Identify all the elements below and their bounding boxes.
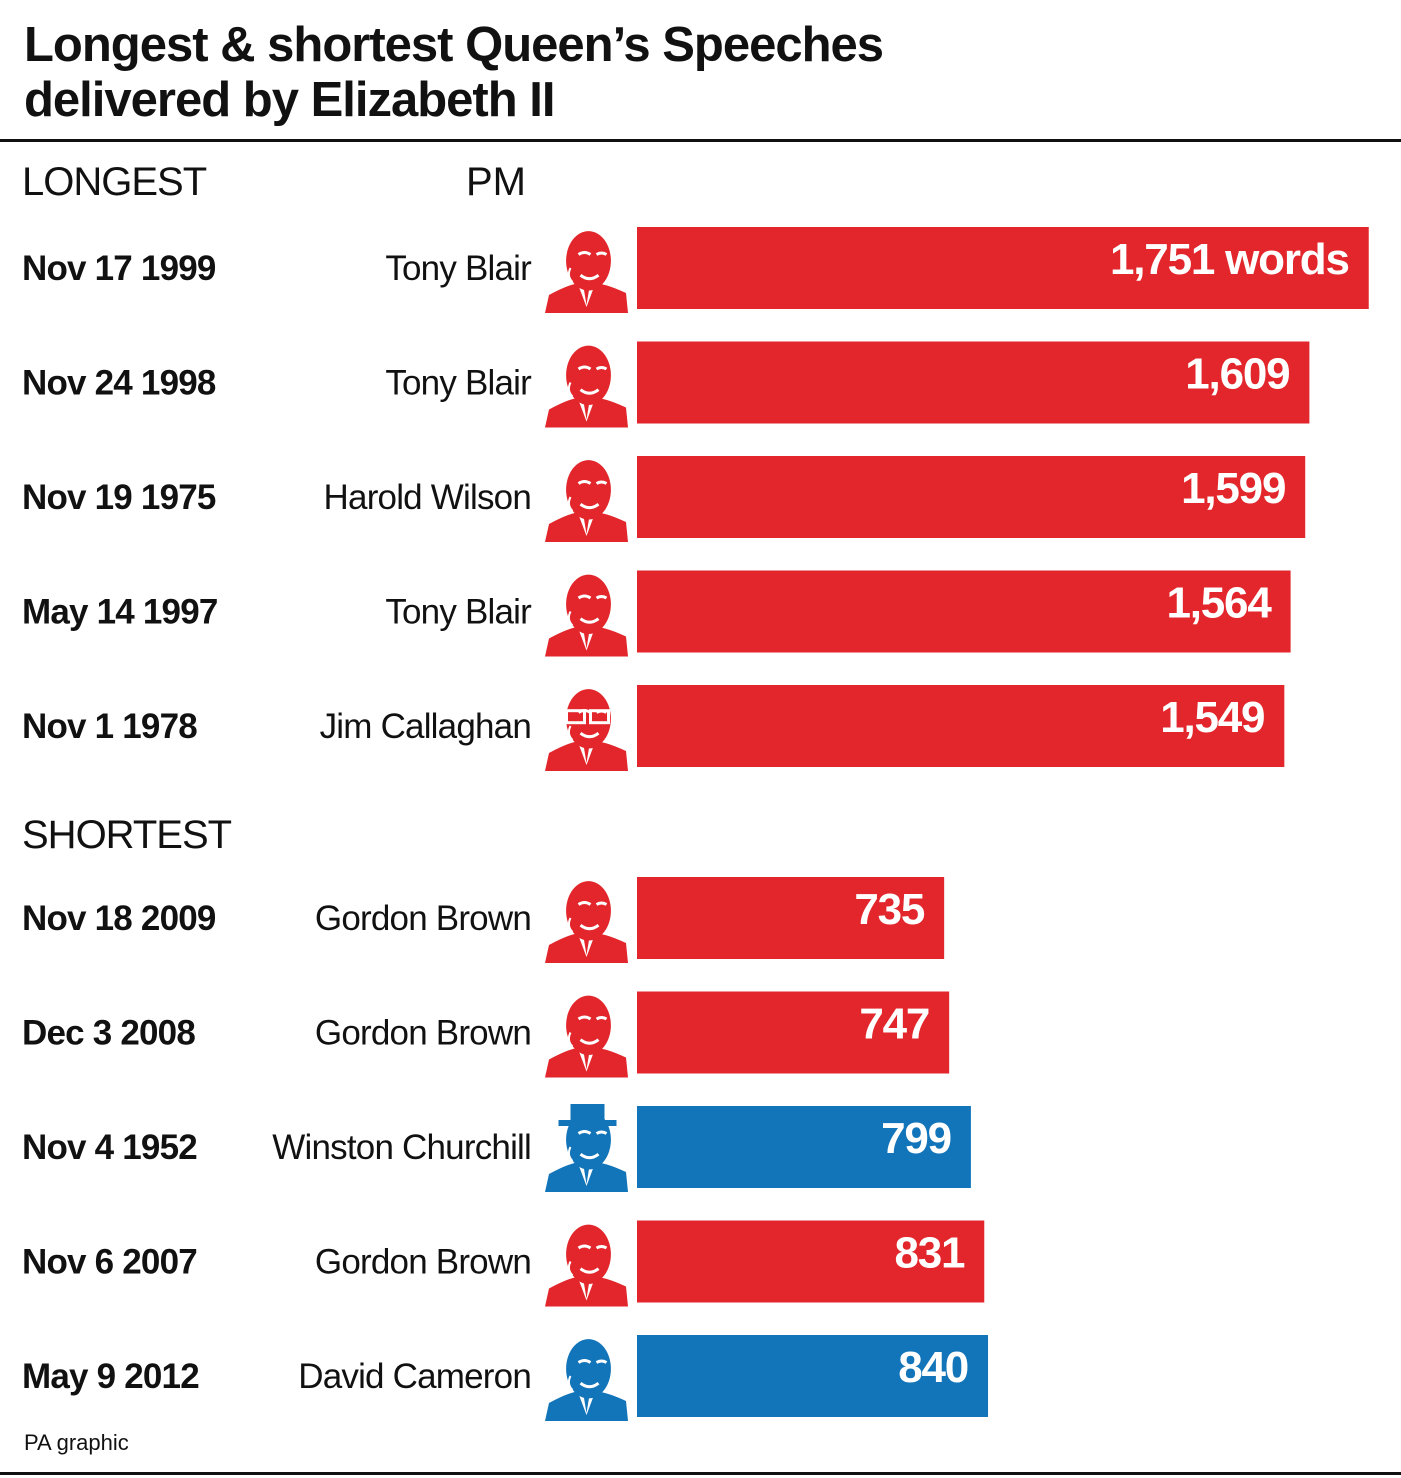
section-label-shortest: SHORTEST: [22, 813, 232, 857]
value-label: 1,751 words: [1110, 235, 1349, 284]
bar: [637, 991, 950, 1074]
title-divider: [0, 139, 1401, 142]
pm-label: Tony Blair: [385, 593, 532, 632]
value-label: 1,609: [1185, 350, 1289, 399]
date-label: Dec 3 2008: [22, 1014, 195, 1053]
pm-label: Gordon Brown: [315, 1243, 531, 1282]
pm-label: Harold Wilson: [324, 478, 531, 517]
date-label: Nov 6 2007: [22, 1243, 197, 1282]
bar: [637, 685, 1285, 767]
winston-churchill-portrait-icon: [545, 1104, 628, 1192]
footer-divider: [0, 1472, 1401, 1475]
tony-blair-portrait-icon: [545, 574, 628, 657]
bar: [637, 456, 1306, 538]
date-label: Nov 4 1952: [22, 1128, 197, 1167]
section-label-longest: LONGEST: [22, 160, 207, 204]
jim-callaghan-portrait-icon: [545, 689, 628, 771]
date-label: Nov 17 1999: [22, 249, 216, 288]
bar: [637, 877, 945, 959]
date-label: May 9 2012: [22, 1357, 199, 1396]
pm-label: Tony Blair: [385, 249, 532, 288]
value-label: 1,599: [1181, 464, 1285, 513]
gordon-brown-portrait-icon: [545, 995, 628, 1078]
pm-column-header: PM: [466, 160, 526, 204]
bar: [637, 227, 1369, 309]
tony-blair-portrait-icon: [545, 231, 628, 313]
chart-title: Longest & shortest Queen’s Speeches deli…: [24, 18, 1374, 128]
gordon-brown-portrait-icon: [545, 1224, 628, 1307]
value-label: 747: [859, 1000, 929, 1049]
value-label: 840: [898, 1343, 968, 1392]
david-cameron-portrait-icon: [545, 1339, 628, 1421]
pm-label: David Cameron: [298, 1357, 531, 1396]
value-label: 831: [894, 1229, 965, 1278]
pm-label: Jim Callaghan: [320, 707, 531, 746]
harold-wilson-portrait-icon: [545, 460, 628, 542]
date-label: Nov 19 1975: [22, 478, 216, 517]
gordon-brown-portrait-icon: [545, 881, 628, 963]
value-label: 735: [854, 885, 925, 934]
date-label: Nov 1 1978: [22, 707, 197, 746]
bar: [637, 1220, 985, 1303]
chart-title-line-2: delivered by Elizabeth II: [24, 73, 556, 127]
value-label: 1,564: [1166, 579, 1272, 628]
pm-label: Winston Churchill: [272, 1128, 531, 1167]
pm-label: Gordon Brown: [315, 899, 531, 938]
value-label: 799: [881, 1114, 951, 1163]
value-label: 1,549: [1160, 693, 1264, 742]
bar: [637, 570, 1291, 653]
pm-label: Gordon Brown: [315, 1014, 531, 1053]
tony-blair-portrait-icon: [545, 345, 628, 428]
bar: [637, 1335, 989, 1417]
date-label: May 14 1997: [22, 593, 218, 632]
pm-label: Tony Blair: [385, 364, 532, 403]
bar: [637, 341, 1310, 424]
date-label: Nov 24 1998: [22, 364, 216, 403]
source-credit: PA graphic: [24, 1430, 129, 1455]
bar: [637, 1106, 971, 1188]
date-label: Nov 18 2009: [22, 899, 216, 938]
chart-title-line-1: Longest & shortest Queen’s Speeches: [24, 18, 884, 72]
